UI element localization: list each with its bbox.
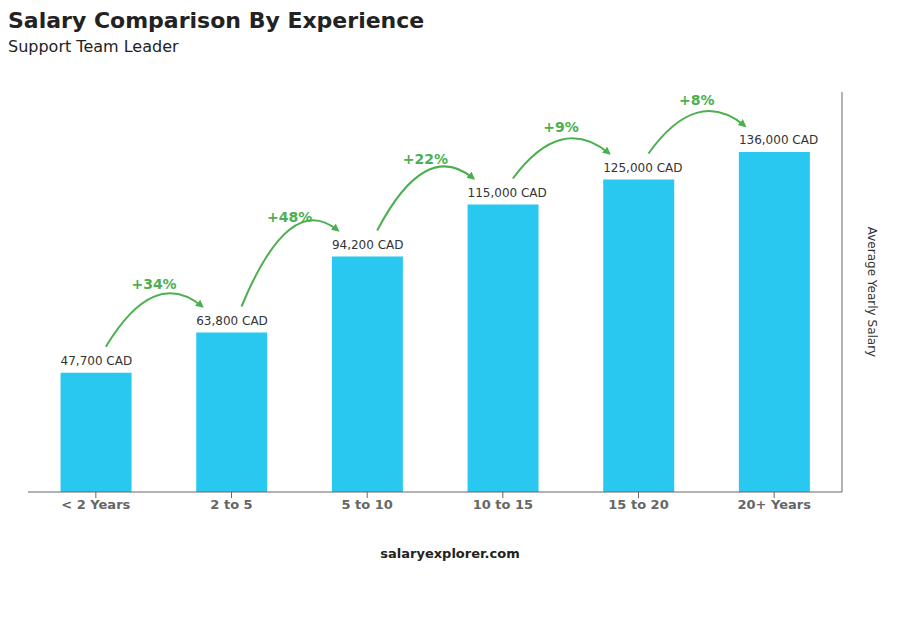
svg-text:+8%: +8%: [679, 92, 715, 108]
svg-text:2 to 5: 2 to 5: [210, 497, 252, 512]
svg-text:136,000 CAD: 136,000 CAD: [739, 133, 818, 147]
svg-text:+34%: +34%: [131, 276, 176, 292]
svg-text:63,800 CAD: 63,800 CAD: [196, 314, 268, 328]
svg-text:125,000 CAD: 125,000 CAD: [603, 161, 682, 175]
svg-text:20+ Years: 20+ Years: [737, 497, 811, 512]
svg-text:< 2 Years: < 2 Years: [61, 497, 130, 512]
svg-text:+9%: +9%: [543, 119, 579, 135]
svg-text:15 to 20: 15 to 20: [608, 497, 668, 512]
svg-text:10 to 15: 10 to 15: [473, 497, 533, 512]
html-text:salaryexplorer.com: salaryexplorer.com: [380, 546, 520, 561]
html-text:Salary Comparison By Experienc: Salary Comparison By Experience: [8, 8, 425, 33]
html-text:Support Team Leader: Support Team Leader: [8, 37, 179, 56]
svg-text:115,000 CAD: 115,000 CAD: [468, 186, 547, 200]
svg-text:47,700 CAD: 47,700 CAD: [61, 354, 133, 368]
svg-text:Average Yearly Salary: Average Yearly Salary: [865, 227, 879, 357]
svg-text:5 to 10: 5 to 10: [341, 497, 392, 512]
svg-text:+48%: +48%: [267, 209, 312, 225]
svg-text:94,200 CAD: 94,200 CAD: [332, 238, 404, 252]
svg-text:+22%: +22%: [403, 151, 448, 167]
